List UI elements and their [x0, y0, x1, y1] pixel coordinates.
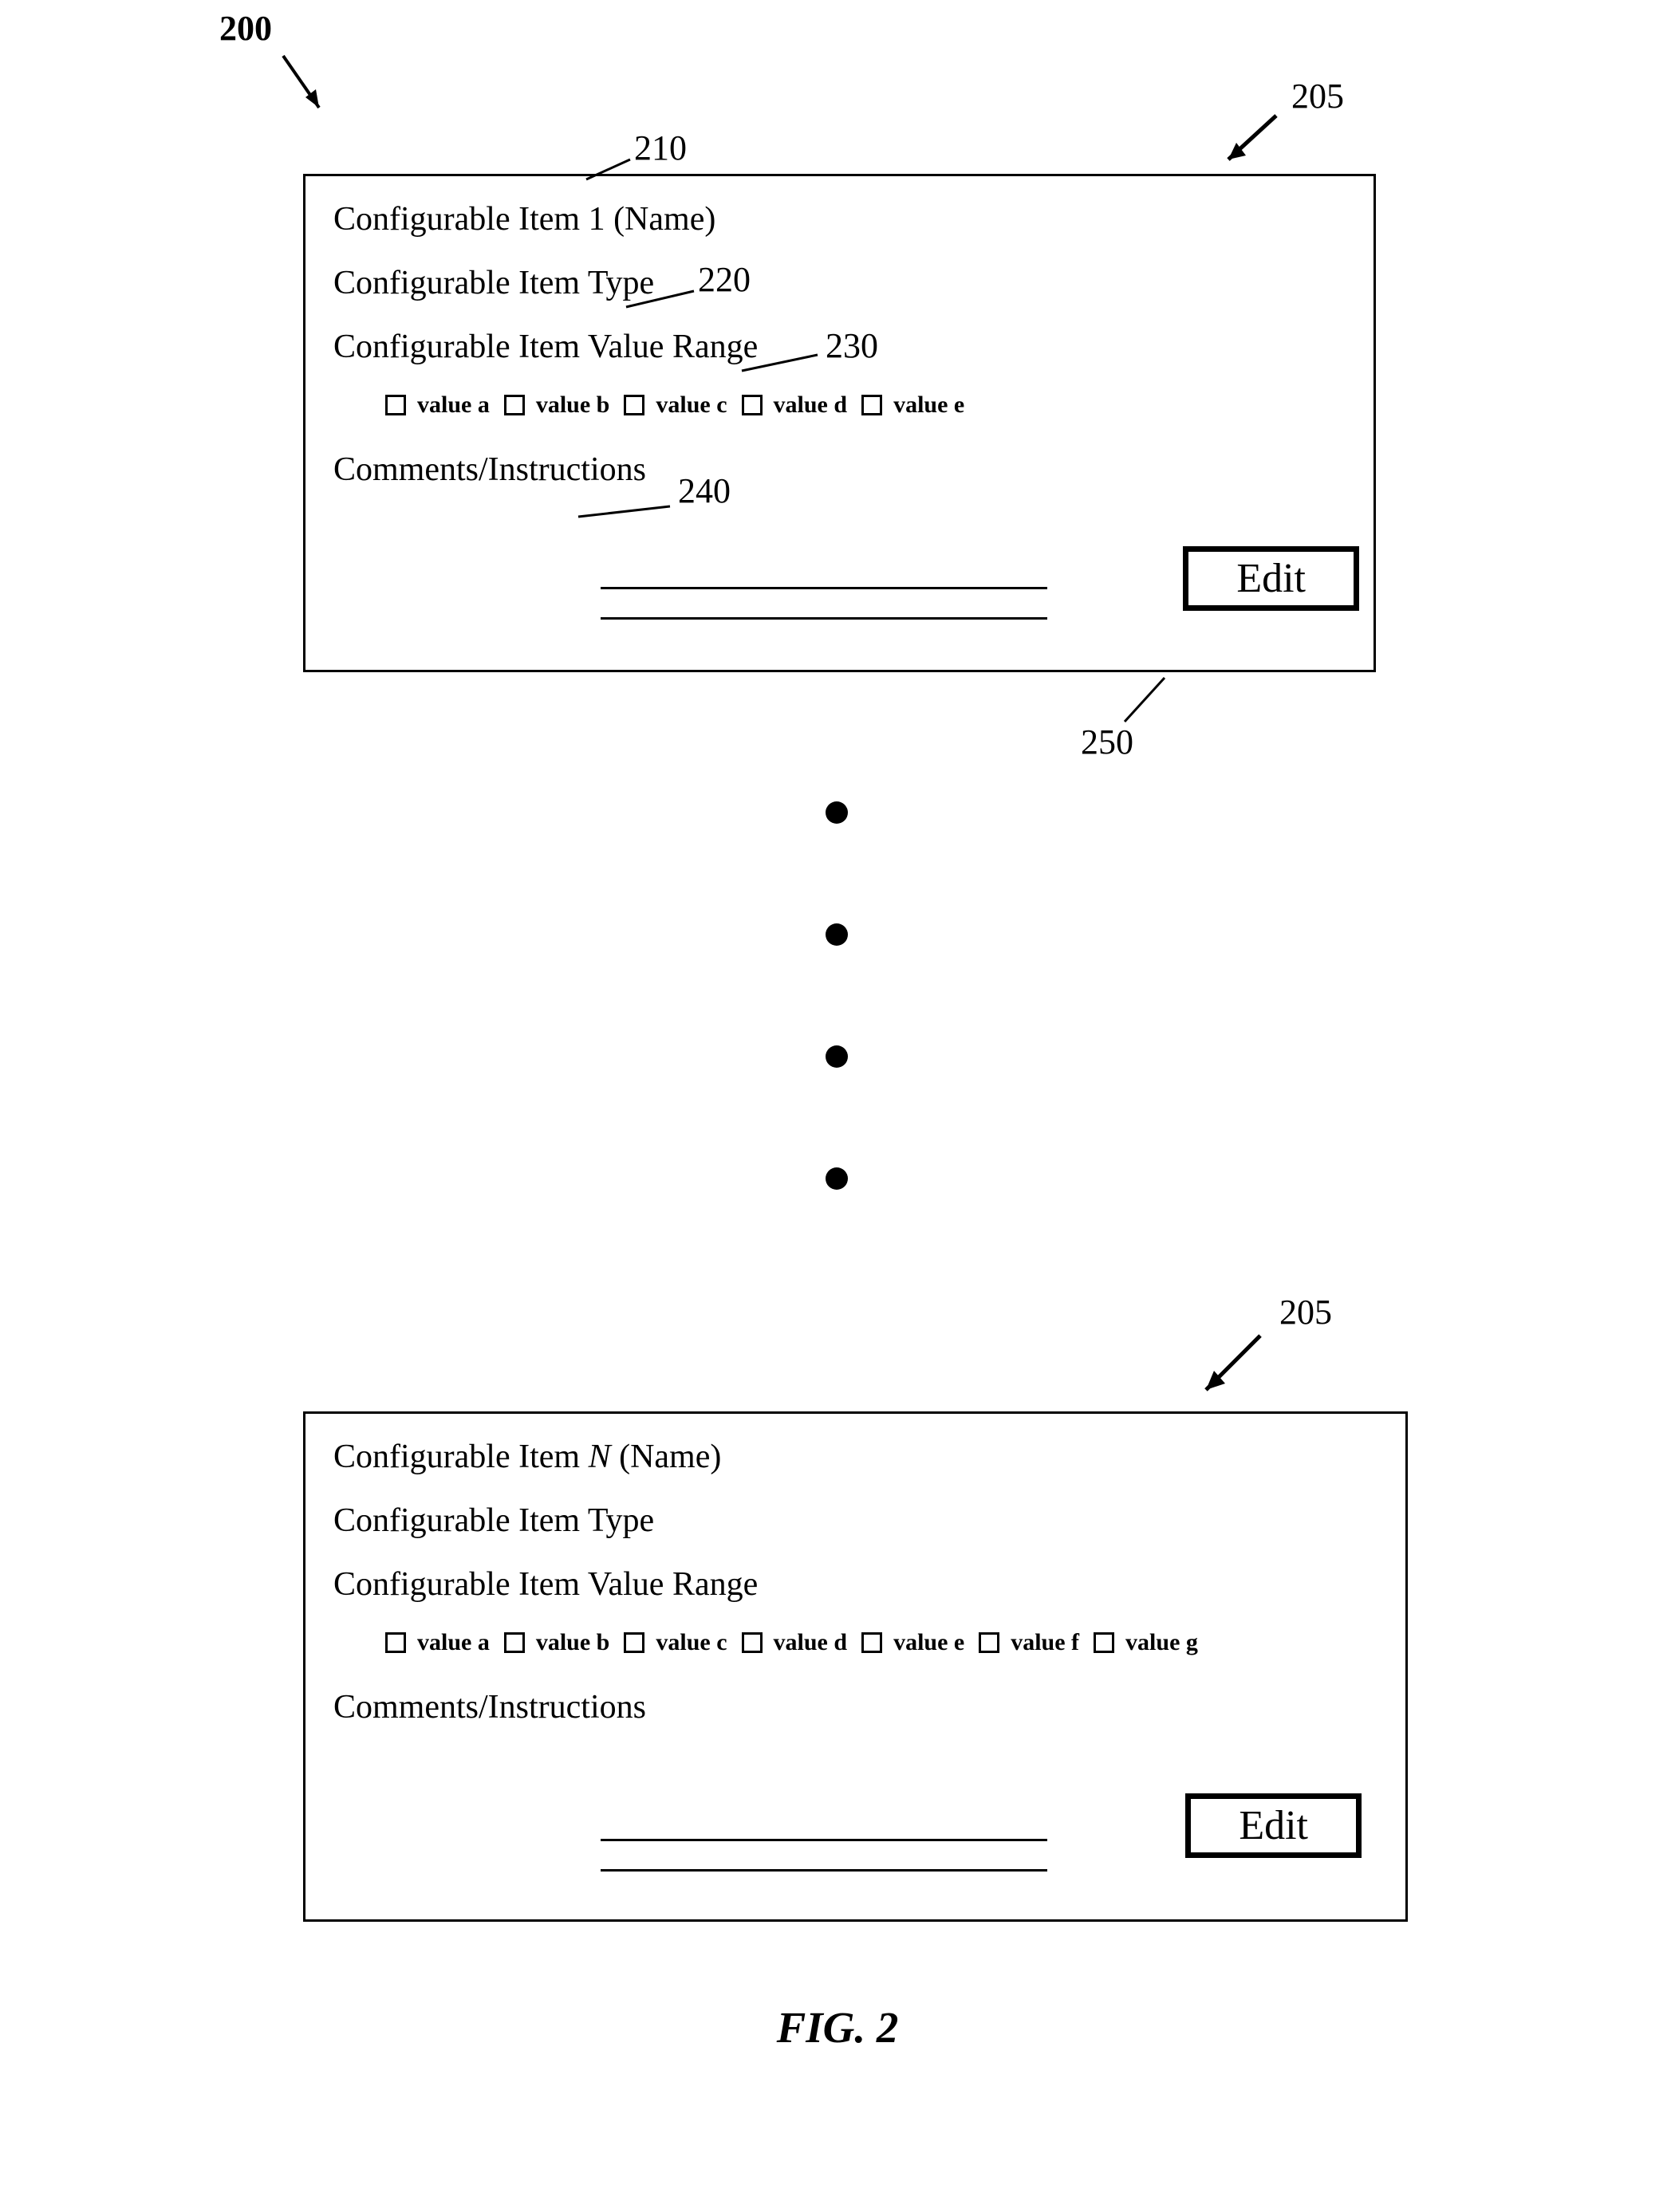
value-label: value c	[656, 1629, 727, 1656]
text-input-lines[interactable]	[601, 1839, 1047, 1872]
figure-caption: FIG. 2	[0, 2002, 1675, 2053]
value-option-a[interactable]: value a	[385, 392, 490, 419]
item-name-label: Configurable Item N (Name)	[333, 1438, 1377, 1476]
checkbox-icon[interactable]	[504, 1632, 525, 1653]
value-label: value d	[774, 1629, 848, 1656]
ref-number-200: 200	[219, 8, 272, 49]
checkbox-icon[interactable]	[979, 1632, 999, 1653]
ref-number-210: 210	[634, 128, 687, 168]
value-option-c[interactable]: value c	[624, 392, 727, 419]
value-label: value f	[1011, 1629, 1079, 1656]
config-item-panel-n: Configurable Item N (Name) Configurable …	[303, 1411, 1408, 1922]
checkbox-icon[interactable]	[861, 395, 882, 415]
dot-icon	[826, 801, 848, 824]
arrow-icon	[1188, 1328, 1276, 1407]
ref-number-250: 250	[1081, 722, 1133, 762]
item-type-label: Configurable Item Type	[333, 1502, 1377, 1540]
dot-icon	[826, 1167, 848, 1190]
checkbox-icon[interactable]	[385, 1632, 406, 1653]
value-option-b[interactable]: value b	[504, 1629, 610, 1656]
dot-icon	[826, 1045, 848, 1068]
checkbox-icon[interactable]	[742, 395, 763, 415]
edit-button[interactable]: Edit	[1185, 1793, 1362, 1858]
item-type-label: Configurable Item Type	[333, 264, 1346, 302]
checkbox-icon[interactable]	[1094, 1632, 1114, 1653]
value-option-f[interactable]: value f	[979, 1629, 1079, 1656]
value-label: value g	[1125, 1629, 1198, 1656]
text-input-lines[interactable]	[601, 587, 1047, 620]
item-range-label: Configurable Item Value Range	[333, 1565, 1377, 1604]
value-option-d[interactable]: value d	[742, 392, 848, 419]
value-label: value b	[536, 392, 610, 419]
ref-number-205-bottom: 205	[1279, 1292, 1332, 1332]
value-options-row: value a value b value c value d value e …	[385, 1629, 1377, 1656]
value-label: value d	[774, 392, 848, 419]
config-item-panel-1: Configurable Item 1 (Name) Configurable …	[303, 174, 1376, 672]
dot-icon	[826, 923, 848, 946]
value-label: value a	[417, 1629, 490, 1656]
value-label: value e	[893, 392, 964, 419]
value-option-g[interactable]: value g	[1094, 1629, 1198, 1656]
checkbox-icon[interactable]	[385, 395, 406, 415]
value-option-e[interactable]: value e	[861, 1629, 964, 1656]
value-options-row: value a value b value c value d value e	[385, 392, 1346, 419]
checkbox-icon[interactable]	[624, 1632, 644, 1653]
edit-button[interactable]: Edit	[1183, 546, 1359, 611]
checkbox-icon[interactable]	[624, 395, 644, 415]
checkbox-icon[interactable]	[742, 1632, 763, 1653]
arrow-icon	[275, 48, 339, 128]
value-label: value c	[656, 392, 727, 419]
value-option-c[interactable]: value c	[624, 1629, 727, 1656]
arrow-icon	[1212, 108, 1292, 179]
checkbox-icon[interactable]	[504, 395, 525, 415]
value-label: value e	[893, 1629, 964, 1656]
value-option-e[interactable]: value e	[861, 392, 964, 419]
value-option-b[interactable]: value b	[504, 392, 610, 419]
comments-label: Comments/Instructions	[333, 451, 1346, 489]
value-option-a[interactable]: value a	[385, 1629, 490, 1656]
ellipsis-indicator	[826, 801, 848, 1190]
item-name-label: Configurable Item 1 (Name)	[333, 200, 1346, 238]
value-option-d[interactable]: value d	[742, 1629, 848, 1656]
value-label: value b	[536, 1629, 610, 1656]
value-label: value a	[417, 392, 490, 419]
comments-label: Comments/Instructions	[333, 1688, 1377, 1726]
item-range-label: Configurable Item Value Range	[333, 328, 1346, 366]
checkbox-icon[interactable]	[861, 1632, 882, 1653]
ref-number-205-top: 205	[1291, 76, 1344, 116]
